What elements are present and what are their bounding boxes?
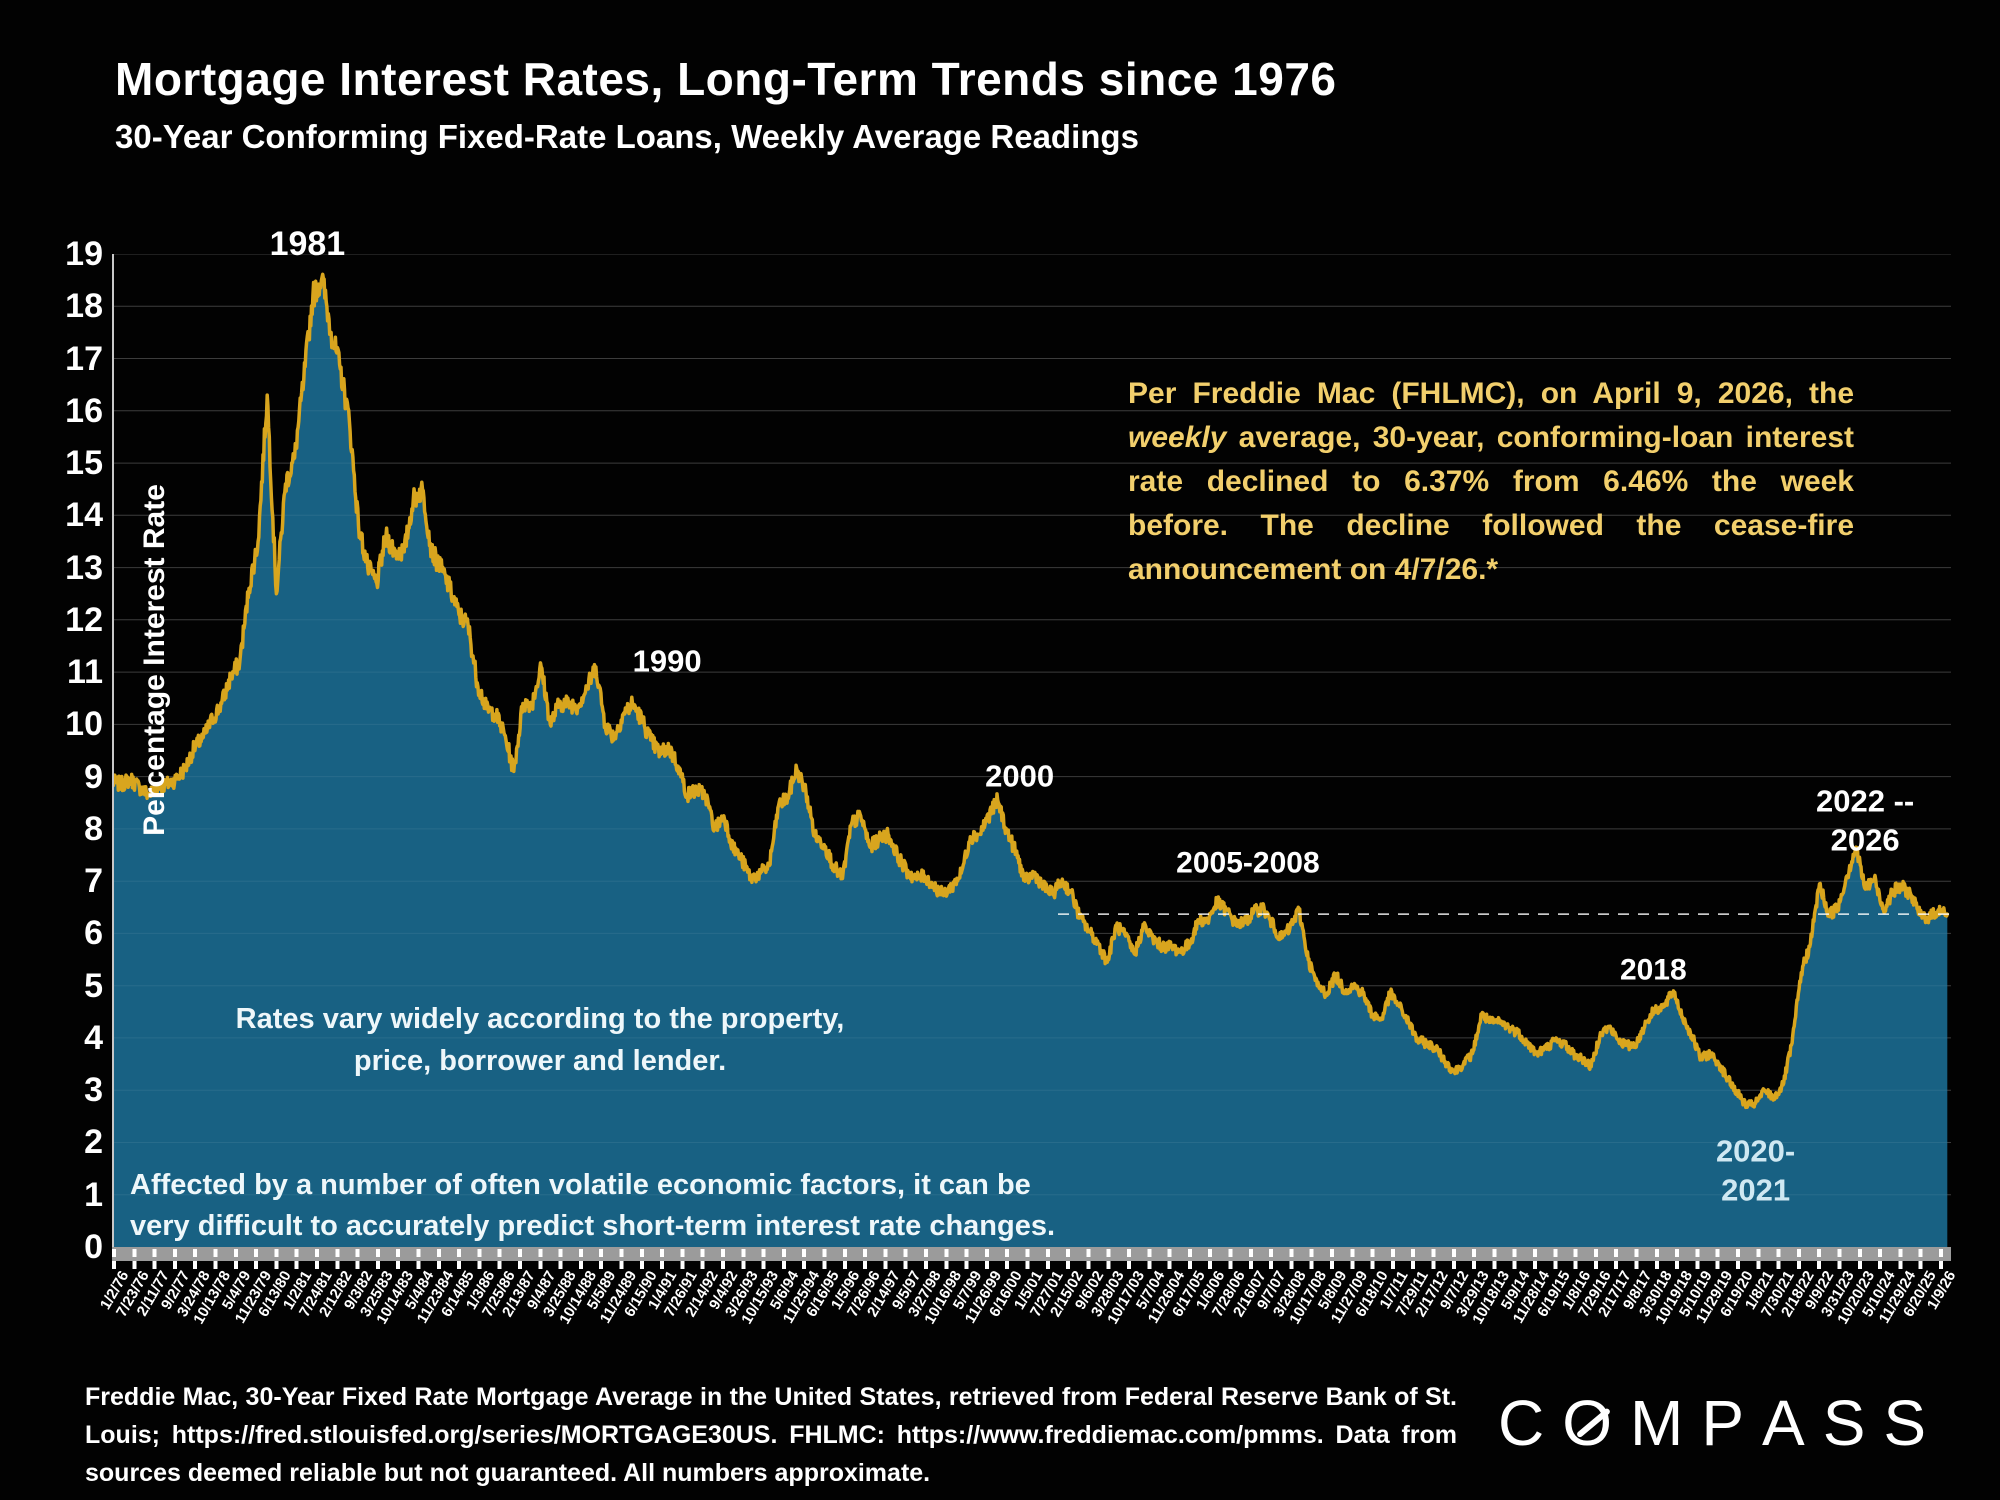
compass-logo: COMPASS — [1498, 1387, 1945, 1459]
y-tick-label: 6 — [84, 914, 103, 953]
annotation-2022-2026: 2022 -- 2026 — [1816, 783, 1915, 858]
rates-vary-line1: Rates vary widely according to the prope… — [235, 1003, 845, 1035]
page-subtitle: 30-Year Conforming Fixed-Rate Loans, Wee… — [115, 118, 1139, 155]
annotation-2018: 2018 — [1619, 953, 1687, 987]
x-axis-tick-marks-row2 — [112, 1261, 1951, 1269]
freddie-mac-note-part1: Per Freddie Mac (FHLMC), on April 9, 202… — [1128, 377, 1854, 410]
y-tick-label: 13 — [65, 548, 103, 587]
annotation-1990: 1990 — [632, 643, 702, 679]
mortgage-rate-area-chart — [112, 254, 1951, 1247]
compass-needle-o-icon: O — [1562, 1387, 1630, 1459]
page-title: Mortgage Interest Rates, Long-Term Trend… — [115, 53, 1337, 105]
y-tick-label: 10 — [65, 705, 103, 744]
y-tick-label: 18 — [65, 287, 103, 326]
annotation-1981: 1981 — [269, 224, 346, 263]
y-tick-label: 16 — [65, 391, 103, 430]
y-tick-label: 15 — [65, 444, 103, 483]
rates-vary-note: Rates vary widely according to the prope… — [150, 998, 930, 1082]
y-tick-label: 11 — [67, 653, 103, 692]
y-tick-label: 12 — [65, 600, 103, 639]
annotation-2005-2008: 2005-2008 — [1176, 846, 1320, 880]
affected-line1: Affected by a number of often volatile e… — [130, 1169, 1031, 1201]
affected-note: Affected by a number of often volatile e… — [130, 1165, 1110, 1247]
annotation-2020-2021: 2020- 2021 — [1715, 1133, 1796, 1208]
y-tick-label: 17 — [65, 339, 103, 378]
y-tick-label: 0 — [84, 1228, 103, 1266]
y-tick-label: 8 — [84, 809, 103, 848]
y-tick-label: 4 — [84, 1018, 103, 1057]
annotation-2000: 2000 — [985, 758, 1055, 794]
freddie-mac-note-part3: average, 30-year, conforming-loan intere… — [1128, 421, 1854, 586]
y-tick-label: 14 — [65, 496, 103, 535]
source-attribution: Freddie Mac, 30-Year Fixed Rate Mortgage… — [85, 1383, 1457, 1487]
y-axis-title: Percentage Interest Rate — [138, 484, 171, 836]
affected-line2: very difficult to accurately predict sho… — [130, 1210, 1056, 1242]
y-tick-label: 19 — [65, 235, 103, 273]
freddie-mac-note-italic: weekly — [1128, 421, 1227, 454]
freddie-mac-note: Per Freddie Mac (FHLMC), on April 9, 202… — [1128, 372, 1854, 592]
y-tick-label: 9 — [84, 757, 103, 796]
y-tick-label: 2 — [84, 1123, 103, 1162]
x-axis-tick-marks-row1 — [112, 1249, 1951, 1257]
y-tick-label: 5 — [84, 966, 103, 1005]
y-tick-label: 7 — [84, 862, 103, 901]
y-tick-label: 1 — [84, 1175, 103, 1214]
rates-vary-line2: price, borrower and lender. — [353, 1045, 727, 1077]
y-tick-label: 3 — [84, 1071, 103, 1110]
